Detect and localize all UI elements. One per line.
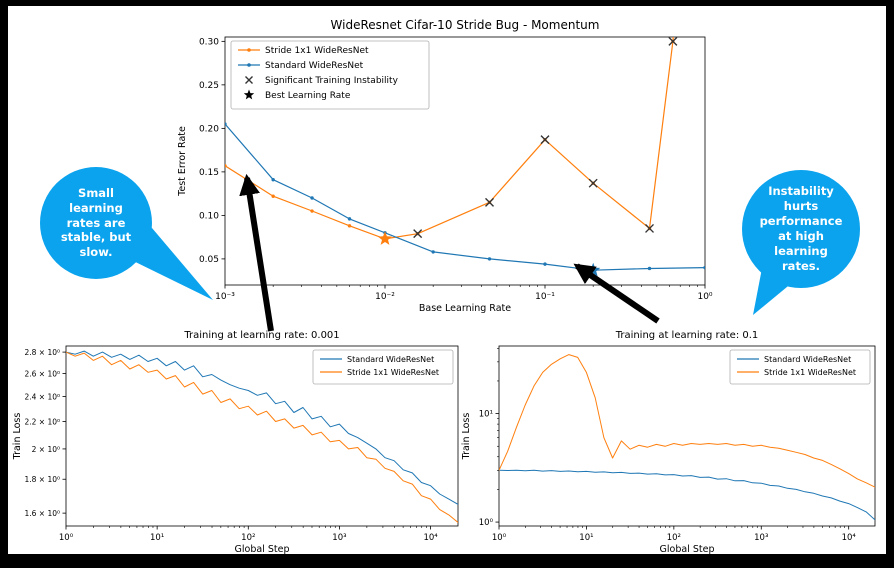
svg-text:Standard WideResNet: Standard WideResNet: [764, 355, 851, 364]
svg-text:Significant Training Instabili: Significant Training Instability: [265, 76, 399, 86]
svg-text:10¹: 10¹: [579, 533, 593, 543]
svg-text:Stride 1x1 WideResNet: Stride 1x1 WideResNet: [265, 46, 369, 56]
svg-text:10¹: 10¹: [150, 533, 164, 543]
svg-text:Global Step: Global Step: [235, 544, 290, 555]
svg-text:Standard WideResNet: Standard WideResNet: [265, 61, 364, 71]
svg-text:WideResnet Cifar-10 Stride Bug: WideResnet Cifar-10 Stride Bug - Momentu…: [331, 18, 600, 32]
callout-left-text: Small learning rates are stable, but slo…: [60, 185, 132, 260]
svg-text:10⁴: 10⁴: [842, 533, 857, 543]
svg-text:0.10: 0.10: [199, 211, 219, 221]
svg-text:2 × 10⁰: 2 × 10⁰: [32, 445, 60, 454]
svg-text:10⁰: 10⁰: [479, 518, 494, 528]
svg-text:1.8 × 10⁰: 1.8 × 10⁰: [24, 475, 60, 484]
svg-text:Standard WideResNet: Standard WideResNet: [347, 355, 434, 364]
chart-test-error-vs-learning-rate: WideResnet Cifar-10 Stride Bug - Momentu…: [177, 18, 713, 314]
svg-text:Training at learning rate: 0.0: Training at learning rate: 0.001: [183, 330, 339, 341]
svg-text:0.05: 0.05: [199, 255, 219, 265]
svg-text:0.20: 0.20: [199, 124, 219, 134]
svg-text:Train Loss: Train Loss: [12, 413, 23, 461]
svg-text:1.6 × 10⁰: 1.6 × 10⁰: [24, 509, 60, 518]
svg-text:Best Learning Rate: Best Learning Rate: [265, 91, 351, 101]
svg-text:2.8 × 10⁰: 2.8 × 10⁰: [24, 348, 60, 357]
svg-text:10⁰: 10⁰: [492, 533, 507, 543]
svg-text:10²: 10²: [241, 533, 255, 543]
svg-text:10³: 10³: [754, 533, 768, 543]
chart-train-loss-lr-01: Training at learning rate: 0.1 10⁰ 10¹ 10² 1…: [461, 330, 876, 555]
svg-text:10⁰: 10⁰: [697, 292, 712, 302]
svg-text:Train Loss: Train Loss: [461, 413, 472, 461]
svg-text:0.25: 0.25: [199, 81, 219, 91]
svg-text:0.15: 0.15: [199, 168, 219, 178]
svg-text:10⁻²: 10⁻²: [375, 292, 395, 302]
svg-text:10⁻¹: 10⁻¹: [535, 292, 555, 302]
svg-text:10³: 10³: [332, 533, 346, 543]
callout-left-bubble: Small learning rates are stable, but slo…: [40, 167, 152, 279]
svg-text:Test Error Rate: Test Error Rate: [177, 126, 188, 197]
svg-text:2.4 × 10⁰: 2.4 × 10⁰: [24, 392, 60, 401]
svg-text:Global Step: Global Step: [660, 544, 715, 555]
svg-text:Stride 1x1 WideResNet: Stride 1x1 WideResNet: [347, 368, 439, 377]
callout-right-bubble: Instability hurts performance at high le…: [742, 170, 860, 288]
svg-text:10²: 10²: [667, 533, 681, 543]
svg-text:10⁴: 10⁴: [423, 533, 438, 543]
svg-text:2.2 × 10⁰: 2.2 × 10⁰: [24, 417, 60, 426]
svg-text:Base Learning Rate: Base Learning Rate: [419, 303, 511, 314]
chart-train-loss-lr-0001: Training at learning rate: 0.001 10⁰ 10¹ 10…: [12, 330, 459, 555]
svg-text:Training at learning rate: 0.1: Training at learning rate: 0.1: [615, 330, 759, 341]
callout-right-text: Instability hurts performance at high le…: [759, 184, 843, 273]
svg-text:Stride 1x1 WideResNet: Stride 1x1 WideResNet: [764, 368, 856, 377]
svg-text:2.6 × 10⁰: 2.6 × 10⁰: [24, 369, 60, 378]
svg-text:0.30: 0.30: [199, 37, 219, 47]
svg-text:10⁻³: 10⁻³: [215, 292, 235, 302]
svg-text:10¹: 10¹: [479, 410, 493, 420]
svg-text:10⁰: 10⁰: [59, 533, 74, 543]
